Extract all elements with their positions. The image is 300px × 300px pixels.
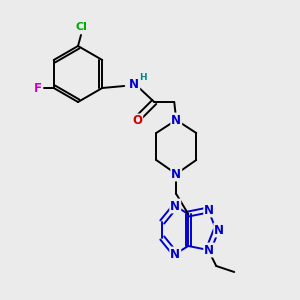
Text: H: H [140, 74, 147, 82]
Text: Cl: Cl [75, 22, 87, 32]
Text: F: F [34, 82, 42, 94]
Text: N: N [204, 244, 214, 256]
Text: N: N [214, 224, 224, 236]
Text: N: N [204, 203, 214, 217]
Text: N: N [129, 77, 139, 91]
Text: N: N [170, 200, 180, 212]
Text: N: N [171, 113, 181, 127]
Text: O: O [132, 115, 142, 128]
Text: N: N [171, 167, 181, 181]
Text: N: N [170, 248, 180, 260]
